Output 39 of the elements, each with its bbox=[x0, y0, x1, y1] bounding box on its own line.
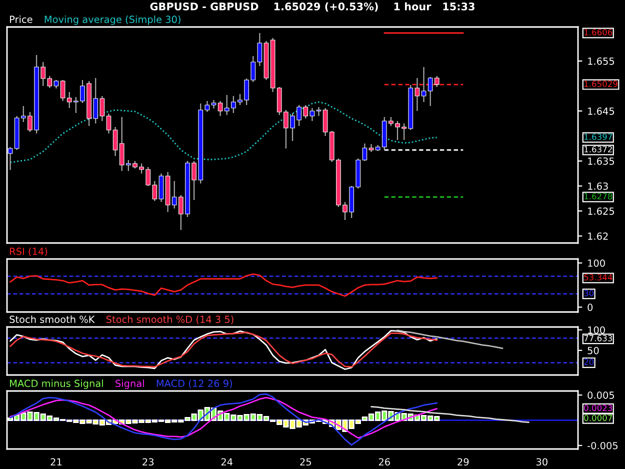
y-tick-label: 100 bbox=[588, 259, 605, 267]
y-tick-label: 1.62 bbox=[588, 232, 608, 240]
text: 1.65029 bbox=[584, 80, 618, 87]
text: 1.6278 bbox=[584, 193, 612, 200]
text: RSI (14) bbox=[10, 248, 48, 256]
legend-title: Price bbox=[10, 16, 32, 24]
text: 77.633 bbox=[584, 335, 612, 342]
y-tick-label: 0 bbox=[588, 304, 593, 311]
text: Moving average (Simple 30) bbox=[44, 16, 180, 25]
text: MACD minus Signal bbox=[10, 380, 103, 389]
text: Signal bbox=[116, 380, 144, 389]
y-tick-label: 1.63 bbox=[588, 182, 608, 190]
y-tick-label: 1.655 bbox=[588, 57, 614, 65]
series-label: MACD (12 26 9) bbox=[156, 380, 232, 388]
x-tick-label: 30 bbox=[536, 458, 548, 466]
y-tick-label: 1.635 bbox=[588, 157, 614, 165]
x-tick-label: 23 bbox=[142, 458, 154, 466]
x-tick-label: 29 bbox=[458, 458, 469, 466]
text: 1.6606 bbox=[584, 29, 612, 36]
series-label: Stoch smooth %K bbox=[10, 316, 95, 324]
y-tick-label: 100 bbox=[588, 326, 605, 334]
series-label: Stoch smooth %D (14 3 5) bbox=[106, 316, 234, 324]
y-tick-label: 1.645 bbox=[588, 107, 614, 115]
ref-line-label: 30 bbox=[584, 290, 594, 296]
text: 0.0007 bbox=[584, 414, 612, 422]
x-tick-label: 24 bbox=[221, 458, 233, 466]
chart-title: GBPUSD - GBPUSD 1.65029 (+0.53%) 1 hour 15:33 bbox=[150, 2, 474, 12]
ref-line-label: 20 bbox=[584, 358, 594, 366]
y-tick-label: 0.005 bbox=[588, 392, 614, 399]
y-tick-label: -0.005 bbox=[588, 442, 618, 450]
y-tick-label: 50 bbox=[588, 346, 599, 354]
x-tick-label: 21 bbox=[50, 458, 62, 466]
text: 0.0023 bbox=[584, 404, 612, 412]
y-tick-label: 1.625 bbox=[588, 207, 614, 215]
x-tick-label: 26 bbox=[378, 458, 390, 466]
text: 1.6372 bbox=[584, 146, 612, 152]
x-tick-label: 25 bbox=[300, 458, 311, 466]
text: 53.344 bbox=[584, 274, 612, 280]
text: 1.6397 bbox=[584, 134, 612, 140]
